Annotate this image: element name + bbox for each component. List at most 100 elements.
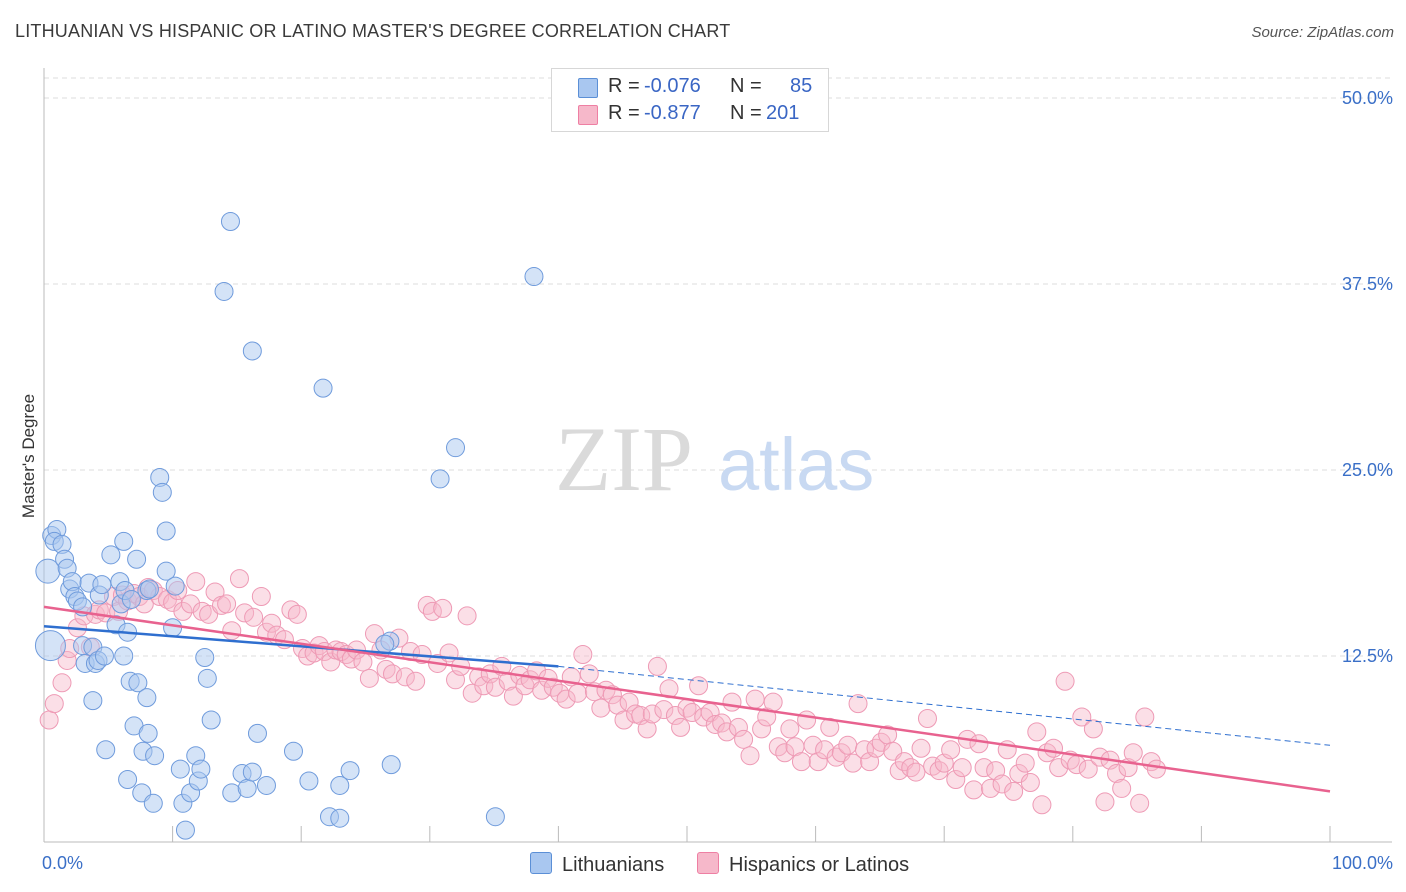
series-label-hispanics: Hispanics or Latinos [729,854,910,876]
hispanic-point [527,661,547,681]
hispanic-point [579,664,599,684]
hispanic-point [866,738,886,758]
lithuanian-point [121,589,141,609]
legend-r-value: -0.076 [644,75,701,97]
lithuanian-point [139,579,159,599]
hispanic-point [462,683,482,703]
hispanic-point [262,613,282,633]
hispanic-point [705,714,725,734]
hispanic-point [838,735,858,755]
source-credit: Source: ZipAtlas.com [1251,24,1394,41]
legend-swatch-lithuanians [578,78,598,98]
hispanic-point [321,652,341,672]
hispanic-point [1055,671,1075,691]
lithuanian-point [152,482,172,502]
correlation-legend: R = -0.076 N = 85 R = -0.877 N = 201 [551,68,829,132]
lithuanian-point [128,673,148,693]
hispanic-point [911,738,931,758]
lithuanian-point [330,775,350,795]
lithuanian-point [127,549,147,569]
legend-row-hispanics: R = -0.877 N = 201 [552,100,828,128]
hispanic-point [752,719,772,739]
lithuanian-point [156,521,176,541]
hispanic-point [906,762,926,782]
hispanic-point [974,758,994,778]
hispanic-point [728,717,748,737]
hispanic-point [952,758,972,778]
hispanic-point [843,753,863,773]
hispanic-point [791,752,811,772]
lithuanian-point [96,740,116,760]
hispanic-point [222,621,242,641]
hispanic-point [1146,759,1166,779]
hispanic-point [763,692,783,712]
lithuanian-point [237,778,257,798]
lithuanian-point [114,531,134,551]
legend-n-value: 85 [790,75,813,97]
hispanic-trend-line [43,605,1331,793]
watermark-zip: ZIP [555,408,693,510]
hispanic-point [406,671,426,691]
watermark-atlas: atlas [718,423,874,506]
x-tick-label: 0.0% [42,853,83,873]
lithuanian-trend-line [43,624,559,668]
chart-title: LITHUANIAN VS HISPANIC OR LATINO MASTER'… [15,21,731,41]
hispanic-point [637,719,657,739]
hispanic-point [457,606,477,626]
series-legend-lithuanians: Lithuanians [530,852,664,877]
hispanic-point [1004,781,1024,801]
lithuanian-point [143,793,163,813]
series-legend-hispanics: Hispanics or Latinos [697,852,909,877]
hispanic-point [647,656,667,676]
hispanic-point [469,667,489,687]
series-label-lithuanians: Lithuanians [562,854,665,876]
hispanic-point [734,729,754,749]
hispanic-point [186,572,206,592]
hispanic-point [235,603,255,623]
lithuanian-point [524,267,544,287]
hispanic-point [917,708,937,728]
hispanic-point [229,569,249,589]
hispanic-point [1078,759,1098,779]
tick-labels: 12.5% 25.0% 37.5% 50.0% 0.0% 100.0% [42,88,1393,873]
lithuanian-point [242,762,262,782]
hispanic-point [722,692,742,712]
hispanic-point [1130,793,1150,813]
lithuanian-point [214,281,234,301]
hispanic-point [889,761,909,781]
hispanic-point [287,604,307,624]
hispanic-point [181,594,201,614]
hispanic-point [992,774,1012,794]
hispanic-point [665,706,685,726]
hispanic-point [573,645,593,665]
hispanic-point [568,683,588,703]
trend-lines [43,605,1331,793]
hispanic-point [52,673,72,693]
hispanic-point [654,700,674,720]
hispanic-point [797,710,817,730]
hispanic-point [1112,778,1132,798]
grid-lines [44,77,1392,657]
hispanic-point [964,780,984,800]
hispanic-point [980,778,1000,798]
legend-r-label: R = [608,75,640,97]
lithuanian-point [201,710,221,730]
hispanic-point [395,667,415,687]
hispanic-points [39,569,1166,815]
lithuanian-point [137,688,157,708]
hispanic-point [619,692,639,712]
lithuanian-point [381,755,401,775]
hispanic-point [1095,792,1115,812]
hispanic-point [689,676,709,696]
lithuanian-point [485,807,505,827]
hispanic-point [217,594,237,614]
lithuanian-point [138,723,158,743]
lithuanian-point [191,759,211,779]
legend-n-label: N = [730,75,762,97]
hispanic-point [1015,753,1035,773]
hispanic-point [417,595,437,615]
y-tick-label: 12.5% [1342,646,1393,666]
hispanic-point [1027,722,1047,742]
hispanic-point [1020,772,1040,792]
